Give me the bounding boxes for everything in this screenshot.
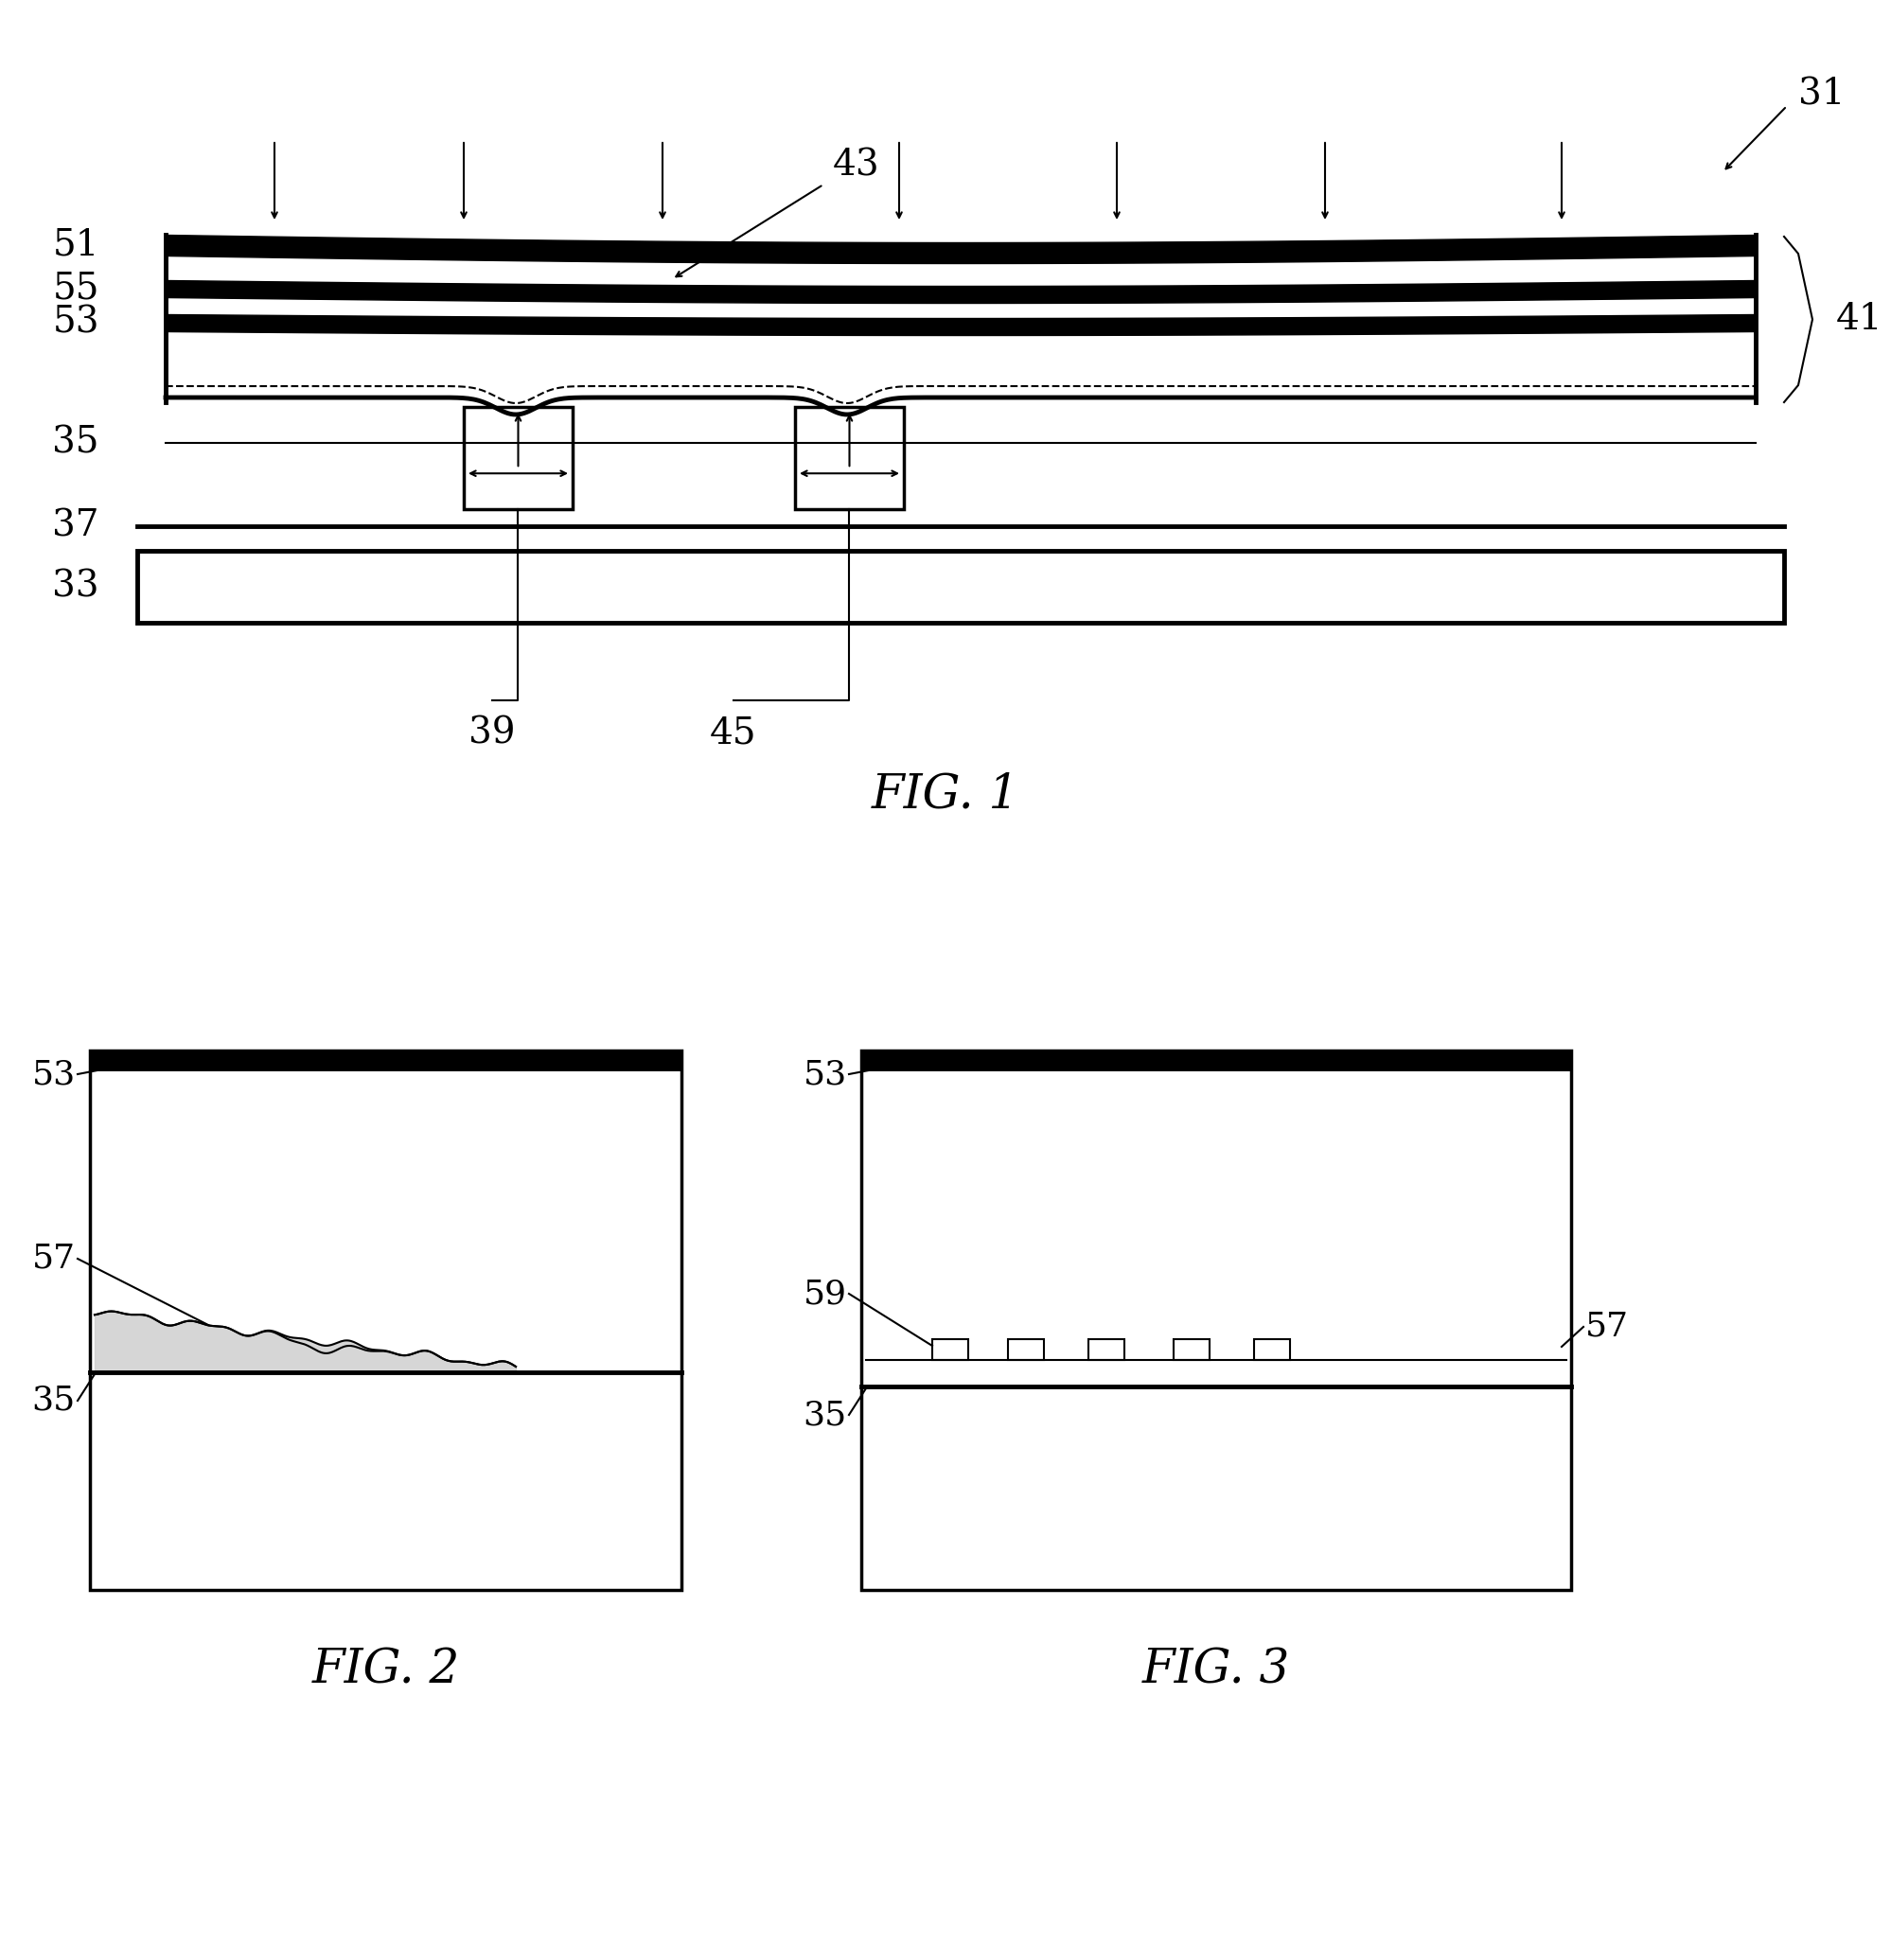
Text: 53: 53 [53,306,100,341]
Text: 53: 53 [804,1058,847,1090]
Bar [1008,1339,1044,1360]
Text: 45: 45 [709,715,756,751]
Bar [91,1051,681,1072]
Bar [860,1051,1570,1590]
Text: 41: 41 [1834,302,1882,337]
Bar [860,1051,1570,1072]
Text: 57: 57 [1585,1311,1628,1343]
Text: 33: 33 [53,568,100,604]
Bar [794,408,904,510]
Bar [1087,1339,1123,1360]
Bar [91,1051,681,1590]
Text: 55: 55 [53,270,100,306]
Text: 35: 35 [53,425,100,461]
Text: 53: 53 [32,1058,76,1090]
Text: 35: 35 [32,1384,76,1417]
Text: 59: 59 [804,1278,847,1309]
Text: FIG. 2: FIG. 2 [312,1646,460,1693]
Text: FIG. 3: FIG. 3 [1142,1646,1290,1693]
Text: 37: 37 [53,510,100,543]
Bar [463,408,573,510]
Text: 31: 31 [1796,76,1844,112]
Bar [1172,1339,1208,1360]
Bar [138,551,1783,623]
Bar [932,1339,968,1360]
Text: 43: 43 [832,149,879,182]
Text: 39: 39 [469,715,516,751]
Text: 35: 35 [804,1399,847,1431]
Bar [1254,1339,1290,1360]
Text: FIG. 1: FIG. 1 [872,772,1019,819]
Text: 51: 51 [53,227,100,263]
Text: 57: 57 [32,1243,76,1274]
